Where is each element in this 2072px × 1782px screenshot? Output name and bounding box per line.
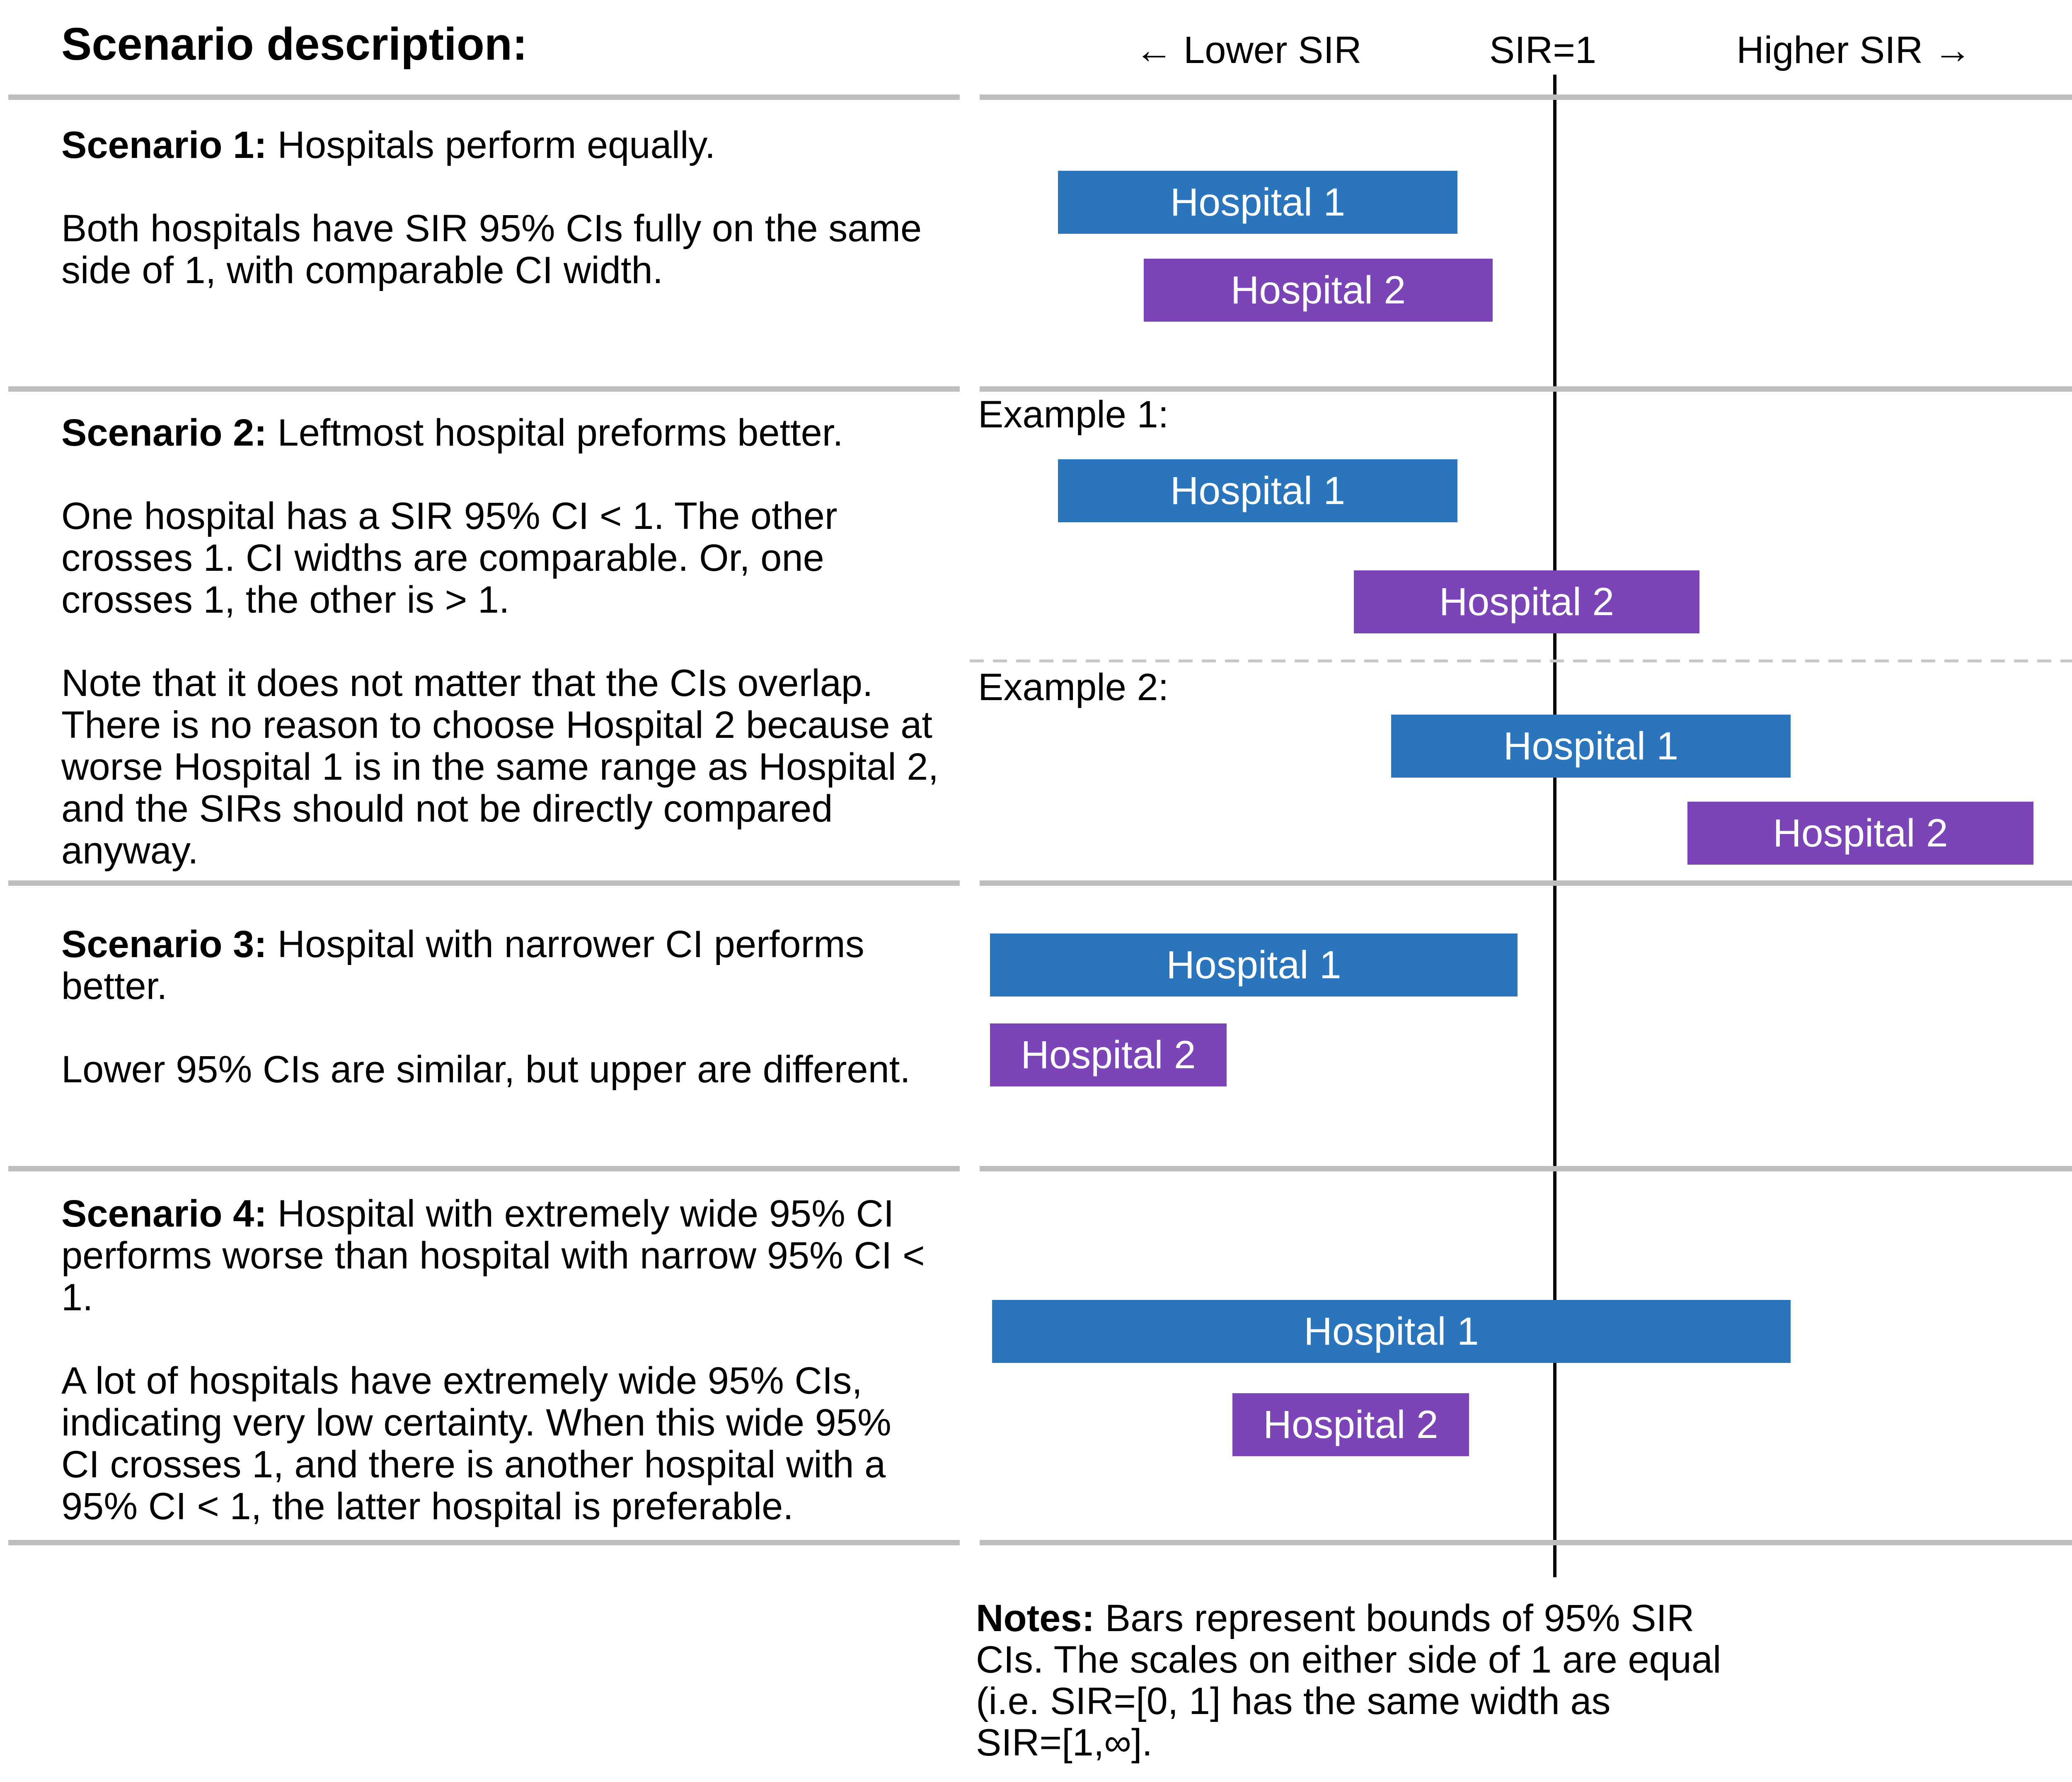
ci-bar-label: Hospital 2 (1230, 268, 1406, 312)
scenario-2-heading-bold: Scenario 2: (61, 412, 267, 454)
divider-header-right (980, 95, 2072, 100)
ci-bar-label: Hospital 2 (1773, 811, 1948, 855)
scenario-4-heading-rest: Hospital with extremely wide 95% CI perf… (61, 1193, 925, 1319)
divider-scenario1-right (980, 386, 2072, 392)
divider-scenario4-left (8, 1540, 960, 1545)
scenario-2-paragraph-1: One hospital has a SIR 95% CI < 1. The o… (61, 495, 838, 621)
page-title: Scenario description: (61, 19, 528, 70)
notes-bold-label: Notes: (976, 1597, 1095, 1639)
scenario-1-paragraph: Both hospitals have SIR 95% CIs fully on… (61, 207, 922, 291)
ci-bar-label: Hospital 1 (1170, 180, 1346, 224)
scenario-4-description: Scenario 4: Hospital with extremely wide… (61, 1193, 971, 1527)
ci-bar-hospital-1: Hospital 1 (990, 933, 1518, 996)
ci-bar-hospital-2: Hospital 2 (990, 1023, 1227, 1086)
scenario-4-paragraph: A lot of hospitals have extremely wide 9… (61, 1360, 891, 1527)
divider-scenario3-right (980, 1166, 2072, 1171)
scenario-4-heading-bold: Scenario 4: (61, 1193, 267, 1235)
scenario-3-heading-bold: Scenario 3: (61, 923, 267, 965)
scenario-4-heading: Scenario 4: Hospital with extremely wide… (61, 1193, 971, 1319)
scenario-3-heading: Scenario 3: Hospital with narrower CI pe… (61, 924, 971, 1007)
scenario-2-paragraph-2: Note that it does not matter that the CI… (61, 662, 939, 872)
scenario-1-description: Scenario 1: Hospitals perform equally. B… (61, 124, 971, 291)
ci-bar-label: Hospital 2 (1263, 1402, 1438, 1447)
divider-scenario1-left (8, 386, 960, 392)
scenario-2-heading-rest: Leftmost hospital preforms better. (266, 412, 843, 454)
axis-label-higher-sir: Higher SIR → (1736, 29, 1972, 71)
divider-scenario2-left (8, 880, 960, 886)
ci-bar-label: Hospital 2 (1439, 579, 1615, 624)
ci-bar-hospital-2: Hospital 2 (1232, 1393, 1469, 1456)
notes-block: Notes: Bars represent bounds of 95% SIR … (976, 1598, 1825, 1763)
ci-bar-label: Hospital 1 (1304, 1309, 1479, 1353)
ci-bar-hospital-2: Hospital 2 (1354, 570, 1699, 633)
scenario-2-description: Scenario 2: Leftmost hospital preforms b… (61, 412, 971, 872)
ci-bar-label: Hospital 2 (1021, 1033, 1196, 1077)
divider-scenario4-right (980, 1540, 2072, 1545)
scenario-1-heading: Scenario 1: Hospitals perform equally. (61, 124, 971, 166)
ci-bar-hospital-1: Hospital 1 (1391, 715, 1791, 778)
ci-bar-label: Hospital 1 (1503, 724, 1679, 768)
example-2-label: Example 2: (978, 666, 1169, 708)
divider-scenario3-left (8, 1166, 960, 1171)
axis-label-lower-sir: ← Lower SIR (1135, 29, 1362, 71)
ci-bar-hospital-1: Hospital 1 (992, 1300, 1791, 1363)
notes-text: Bars represent bounds of 95% SIR CIs. Th… (976, 1597, 1721, 1764)
ci-bar-hospital-2: Hospital 2 (1144, 259, 1493, 322)
ci-bar-label: Hospital 1 (1166, 943, 1341, 987)
divider-scenario2-right (980, 880, 2072, 886)
scenario-2-heading: Scenario 2: Leftmost hospital preforms b… (61, 412, 971, 454)
ci-bar-hospital-2: Hospital 2 (1687, 802, 2033, 865)
scenario-3-description: Scenario 3: Hospital with narrower CI pe… (61, 924, 971, 1091)
example-1-label: Example 1: (978, 393, 1169, 436)
scenario-1-heading-bold: Scenario 1: (61, 124, 267, 166)
sir-reference-line (1553, 75, 1556, 1577)
scenario-3-heading-rest: Hospital with narrower CI performs bette… (61, 923, 864, 1007)
dashed-divider-examples (970, 659, 2072, 662)
ci-bar-label: Hospital 1 (1170, 468, 1346, 513)
axis-label-sir-equals-1: SIR=1 (1489, 29, 1597, 71)
scenario-1-heading-rest: Hospitals perform equally. (266, 124, 716, 166)
scenario-3-paragraph: Lower 95% CIs are similar, but upper are… (61, 1048, 910, 1091)
ci-bar-hospital-1: Hospital 1 (1058, 171, 1457, 234)
divider-header-left (8, 95, 960, 100)
ci-bar-hospital-1: Hospital 1 (1058, 459, 1457, 522)
